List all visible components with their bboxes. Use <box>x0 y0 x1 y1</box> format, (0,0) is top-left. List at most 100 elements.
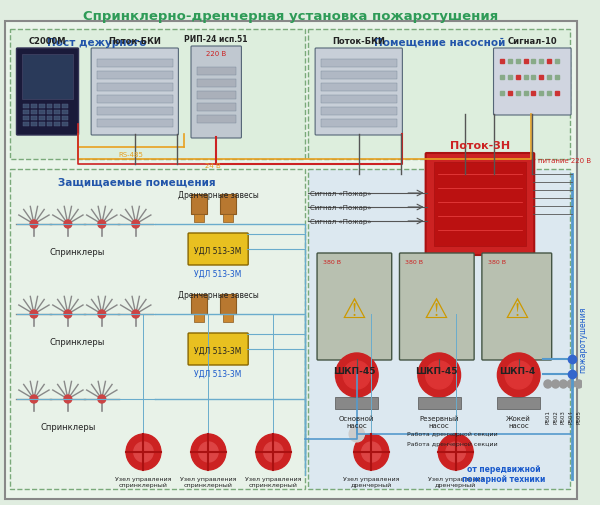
Text: 380 В: 380 В <box>405 260 423 265</box>
Circle shape <box>343 361 370 389</box>
Circle shape <box>575 380 583 388</box>
Bar <box>97 60 173 68</box>
Bar <box>197 68 236 76</box>
Bar <box>194 215 203 223</box>
Text: Жокей
насос: Жокей насос <box>506 415 531 428</box>
Bar <box>434 163 526 246</box>
Circle shape <box>362 442 381 462</box>
Bar <box>31 111 37 115</box>
Text: Спринклеры: Спринклеры <box>50 337 105 346</box>
FancyBboxPatch shape <box>188 333 248 365</box>
Text: Спринклеры: Спринклеры <box>50 247 105 257</box>
Text: РБ04: РБ04 <box>569 409 574 423</box>
Text: от передвижной
пожарной техники: от передвижной пожарной техники <box>463 464 546 483</box>
Bar <box>321 120 397 128</box>
Text: УДЛ 513-3М: УДЛ 513-3М <box>194 369 242 378</box>
Bar <box>23 117 29 121</box>
Bar <box>335 397 378 409</box>
Circle shape <box>98 395 106 403</box>
Text: Работа дренчерной секции: Работа дренчерной секции <box>407 441 498 446</box>
Circle shape <box>191 434 226 470</box>
Text: ⚠: ⚠ <box>505 295 529 323</box>
Text: Поток-3Н: Поток-3Н <box>450 141 510 150</box>
Text: С2000М: С2000М <box>29 37 66 46</box>
Bar <box>97 108 173 116</box>
Bar <box>223 215 233 223</box>
Text: РИП-24 исп.51: РИП-24 исп.51 <box>184 35 248 44</box>
Bar <box>321 60 397 68</box>
Bar <box>97 120 173 128</box>
Text: Сигнал «Пожар»: Сигнал «Пожар» <box>310 205 372 211</box>
Text: ШКП-45: ШКП-45 <box>332 366 375 375</box>
Bar <box>23 123 29 127</box>
Text: RS-485: RS-485 <box>118 152 143 158</box>
Bar <box>54 111 60 115</box>
Text: Узел управления
спринклерный: Узел управления спринклерный <box>245 476 302 487</box>
Bar <box>31 105 37 109</box>
Text: 380 В: 380 В <box>323 260 341 265</box>
Circle shape <box>30 221 38 229</box>
Circle shape <box>505 361 532 389</box>
Circle shape <box>64 311 72 318</box>
Bar <box>97 84 173 92</box>
Circle shape <box>497 354 540 397</box>
Circle shape <box>354 434 389 470</box>
Bar <box>308 30 570 160</box>
Text: Спринклерно-дренчерная установка пожаротушения: Спринклерно-дренчерная установка пожарот… <box>83 10 499 23</box>
Text: ШКП-4: ШКП-4 <box>499 366 535 375</box>
Circle shape <box>544 380 551 388</box>
Text: Защищаемые помещения: Защищаемые помещения <box>58 178 216 188</box>
Text: Дренчерные завесы: Дренчерные завесы <box>178 190 259 199</box>
Bar <box>321 84 397 92</box>
Bar <box>197 92 236 100</box>
Bar <box>321 72 397 80</box>
Bar <box>191 294 206 315</box>
Text: Работа дренчерной секции: Работа дренчерной секции <box>407 431 498 436</box>
Circle shape <box>335 354 378 397</box>
Bar <box>47 105 52 109</box>
Bar <box>62 117 68 121</box>
Circle shape <box>425 361 453 389</box>
Circle shape <box>134 442 153 462</box>
Bar <box>10 30 305 160</box>
Bar <box>54 105 60 109</box>
FancyBboxPatch shape <box>400 254 474 360</box>
Circle shape <box>98 221 106 229</box>
Bar <box>31 117 37 121</box>
Bar <box>197 104 236 112</box>
Text: Узел управления
спринклерный: Узел управления спринклерный <box>180 476 236 487</box>
Circle shape <box>349 426 365 442</box>
Text: 24 В: 24 В <box>205 163 221 169</box>
Circle shape <box>567 380 575 388</box>
Bar <box>31 123 37 127</box>
Circle shape <box>199 442 218 462</box>
Bar <box>54 123 60 127</box>
FancyBboxPatch shape <box>16 49 79 136</box>
Circle shape <box>132 311 140 318</box>
Text: Сигнал «Пожар»: Сигнал «Пожар» <box>310 219 372 225</box>
Text: УДЛ 513-3М: УДЛ 513-3М <box>194 346 242 355</box>
Bar <box>418 397 461 409</box>
FancyBboxPatch shape <box>494 49 571 116</box>
Text: Помещение насосной: Помещение насосной <box>374 38 505 48</box>
Bar <box>62 111 68 115</box>
Text: РБ05: РБ05 <box>577 409 581 423</box>
Bar <box>39 111 44 115</box>
Text: Основной
насос: Основной насос <box>339 415 374 428</box>
Text: УДЛ 513-3М: УДЛ 513-3М <box>194 246 242 255</box>
Text: РБ02: РБ02 <box>553 409 558 423</box>
Text: Сигнал «Пожар»: Сигнал «Пожар» <box>310 190 372 196</box>
Bar <box>54 117 60 121</box>
Bar <box>39 123 44 127</box>
Bar <box>47 117 52 121</box>
Circle shape <box>446 442 466 462</box>
FancyBboxPatch shape <box>191 47 241 139</box>
Bar <box>220 294 236 315</box>
Text: РБ01: РБ01 <box>545 409 550 423</box>
Bar <box>39 105 44 109</box>
FancyBboxPatch shape <box>91 49 178 136</box>
Bar <box>194 315 203 322</box>
Text: Поток-БКИ: Поток-БКИ <box>109 37 161 46</box>
Circle shape <box>132 221 140 229</box>
Bar <box>197 116 236 124</box>
